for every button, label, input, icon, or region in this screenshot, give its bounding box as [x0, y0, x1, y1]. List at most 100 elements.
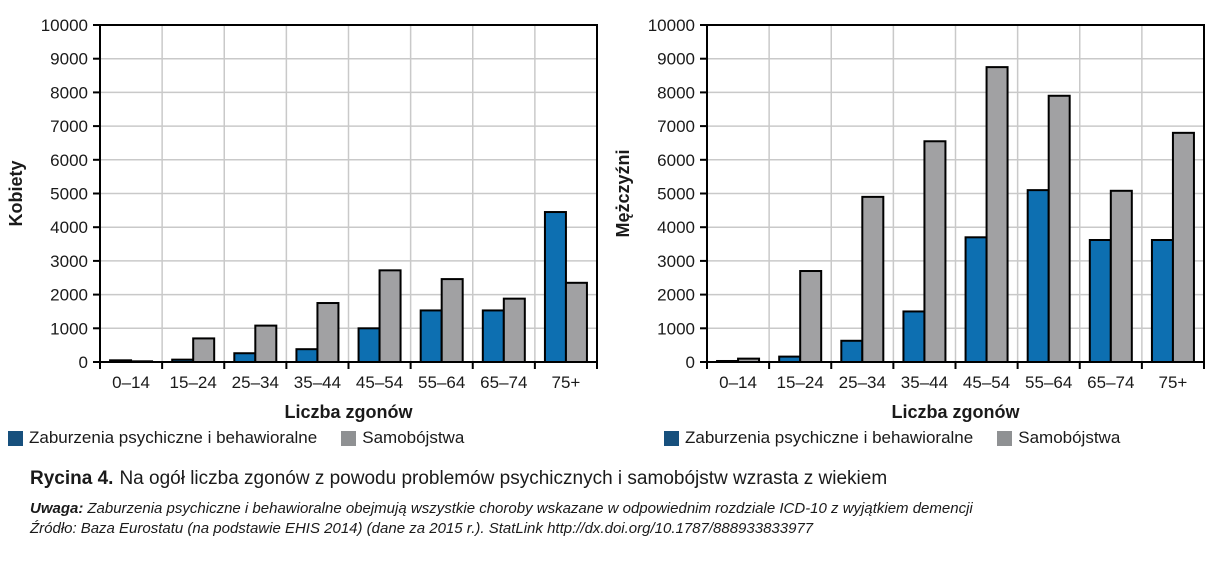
- bar-kobiety-55–64-psychiczne: [419, 309, 443, 363]
- chart-kobiety: 0 1000 2000 3000 4000 5000 6000 7000 8000 9000 100…: [0, 0, 607, 424]
- figure-source: Źródło: Baza Eurostatu (na podstawie EHIS…: [30, 519, 1194, 539]
- bar-kobiety-35–44-psychiczne: [295, 348, 319, 363]
- y-tick-label: 1000: [657, 319, 695, 338]
- caption-label: Rycina 4.: [30, 468, 114, 489]
- y-tick-label: 0: [686, 353, 695, 372]
- chart-svg-kobiety: 0 1000 2000 3000 4000 5000 6000 7000 8000 9000 100…: [6, 16, 598, 422]
- bar-kobiety-25–34-psychiczne: [233, 352, 257, 364]
- x-tick-label: 15–24: [777, 373, 824, 392]
- x-tick-label: 75+: [1159, 373, 1188, 392]
- y-tick-label: 6000: [50, 151, 88, 170]
- y-tick-label: 0: [79, 353, 88, 372]
- bar-mezczyzni-65–74-psychiczne: [1088, 239, 1112, 363]
- bar-mezczyzni-55–64-psychiczne: [1026, 189, 1050, 363]
- legend-label-psychiczne: Zaburzenia psychiczne i behawioralne: [29, 428, 318, 447]
- legend-item-psychiczne: Zaburzenia psychiczne i behawioralne: [664, 428, 973, 448]
- bar-mezczyzni-55–64-samobojstwa: [1047, 94, 1071, 364]
- y-tick-label: 7000: [50, 117, 88, 136]
- y-tick-label: 10000: [41, 16, 88, 35]
- y-tick-label: 8000: [50, 83, 88, 102]
- source-text: Baza Eurostatu (na podstawie EHIS 2014) …: [80, 519, 814, 537]
- bar-kobiety-45–54-psychiczne: [357, 327, 381, 363]
- y-tick-label: 10000: [648, 16, 695, 35]
- legend-item-samobojstwa: Samobójstwa: [997, 428, 1120, 448]
- legend-label-samobojstwa: Samobójstwa: [1018, 428, 1121, 447]
- legend-swatch-samobojstwa: [341, 430, 357, 446]
- plot-border: [99, 24, 598, 363]
- x-tick-label: 25–34: [839, 373, 886, 392]
- bar-kobiety-15–24-samobojstwa: [192, 337, 216, 364]
- x-tick-label: 45–54: [963, 373, 1010, 392]
- x-tick-label: 65–74: [480, 373, 527, 392]
- bar-kobiety-55–64-samobojstwa: [440, 278, 464, 363]
- charts-row: 0 1000 2000 3000 4000 5000 6000 7000 8000 9000 100…: [0, 0, 1214, 448]
- y-tick-label: 7000: [657, 117, 695, 136]
- bar-mezczyzni-25–34-psychiczne: [840, 339, 864, 364]
- bar-mezczyzni-45–54-psychiczne: [964, 236, 988, 363]
- bar-kobiety-25–34-samobojstwa: [254, 324, 278, 364]
- bar-kobiety-75+-samobojstwa: [564, 281, 588, 363]
- bar-mezczyzni-35–44-psychiczne: [902, 310, 926, 364]
- bar-kobiety-75+-psychiczne: [543, 211, 567, 363]
- chart-panel-kobiety: 0 1000 2000 3000 4000 5000 6000 7000 8000 9000 100…: [0, 0, 607, 448]
- caption-block: Rycina 4. Na ogół liczba zgonów z powodu …: [0, 468, 1214, 538]
- legend-swatch-psychiczne: [664, 430, 679, 446]
- legend-swatch-samobojstwa: [997, 430, 1013, 446]
- x-tick-label: 55–64: [418, 373, 465, 392]
- bar-mezczyzni-25–34-samobojstwa: [861, 195, 885, 363]
- legend-item-samobojstwa: Samobójstwa: [341, 428, 464, 448]
- y-tick-label: 5000: [657, 185, 695, 204]
- x-axis-title: Liczba zgonów: [285, 402, 414, 422]
- x-tick-label: 0–14: [112, 373, 150, 392]
- legend-mezczyzni: Zaburzenia psychiczne i behawioralne Samo…: [607, 428, 1214, 448]
- source-label: Źródło:: [30, 519, 77, 537]
- x-tick-label: 55–64: [1025, 373, 1072, 392]
- y-tick-label: 2000: [657, 286, 695, 305]
- legend-item-psychiczne: Zaburzenia psychiczne i behawioralne: [8, 428, 317, 448]
- y-axis-title: Kobiety: [6, 160, 26, 226]
- y-tick-label: 9000: [50, 50, 88, 69]
- caption-text: Na ogół liczba zgonów z powodu problemów…: [119, 468, 888, 489]
- y-tick-label: 9000: [657, 50, 695, 69]
- bar-kobiety-65–74-psychiczne: [481, 309, 505, 363]
- y-tick-label: 6000: [657, 151, 695, 170]
- bar-mezczyzni-75+-psychiczne: [1150, 239, 1174, 363]
- y-tick-label: 2000: [50, 286, 88, 305]
- bar-mezczyzni-15–24-samobojstwa: [799, 270, 823, 364]
- x-tick-label: 75+: [552, 373, 581, 392]
- y-axis-title: Mężczyźni: [613, 149, 633, 237]
- bar-mezczyzni-75+-samobojstwa: [1171, 131, 1195, 363]
- bar-kobiety-35–44-samobojstwa: [316, 302, 340, 363]
- x-axis-title: Liczba zgonów: [892, 402, 1021, 422]
- x-tick-label: 0–14: [719, 373, 757, 392]
- y-tick-label: 8000: [657, 83, 695, 102]
- note-text: Zaburzenia psychiczne i behawioralne obe…: [87, 500, 973, 517]
- x-tick-label: 15–24: [170, 373, 217, 392]
- chart-mezczyzni: 0 1000 2000 3000 4000 5000 6000 7000 8000 9000 100…: [607, 0, 1214, 424]
- legend-kobiety: Zaburzenia psychiczne i behawioralne Samo…: [0, 428, 607, 448]
- x-tick-label: 45–54: [356, 373, 403, 392]
- chart-svg-mezczyzni: 0 1000 2000 3000 4000 5000 6000 7000 8000 9000 100…: [613, 16, 1205, 422]
- bar-mezczyzni-45–54-samobojstwa: [985, 66, 1009, 363]
- figure-note: Uwaga: Zaburzenia psychiczne i behawioral…: [30, 499, 1194, 519]
- bar-kobiety-45–54-samobojstwa: [378, 269, 402, 363]
- y-tick-label: 4000: [50, 218, 88, 237]
- x-tick-label: 35–44: [294, 373, 341, 392]
- figure-caption: Rycina 4. Na ogół liczba zgonów z powodu …: [30, 468, 1194, 490]
- y-tick-label: 5000: [50, 185, 88, 204]
- bar-kobiety-65–74-samobojstwa: [502, 297, 526, 364]
- legend-label-samobojstwa: Samobójstwa: [362, 428, 465, 447]
- x-tick-label: 35–44: [901, 373, 948, 392]
- y-tick-label: 3000: [50, 252, 88, 271]
- chart-panel-mezczyzni: 0 1000 2000 3000 4000 5000 6000 7000 8000 9000 100…: [607, 0, 1214, 448]
- bar-mezczyzni-35–44-samobojstwa: [923, 140, 947, 363]
- plot-border: [706, 24, 1205, 363]
- y-tick-label: 4000: [657, 218, 695, 237]
- legend-swatch-psychiczne: [8, 430, 23, 446]
- legend-label-psychiczne: Zaburzenia psychiczne i behawioralne: [685, 428, 974, 447]
- y-tick-label: 1000: [50, 319, 88, 338]
- note-label: Uwaga:: [30, 500, 84, 517]
- x-tick-label: 65–74: [1087, 373, 1134, 392]
- x-tick-label: 25–34: [232, 373, 279, 392]
